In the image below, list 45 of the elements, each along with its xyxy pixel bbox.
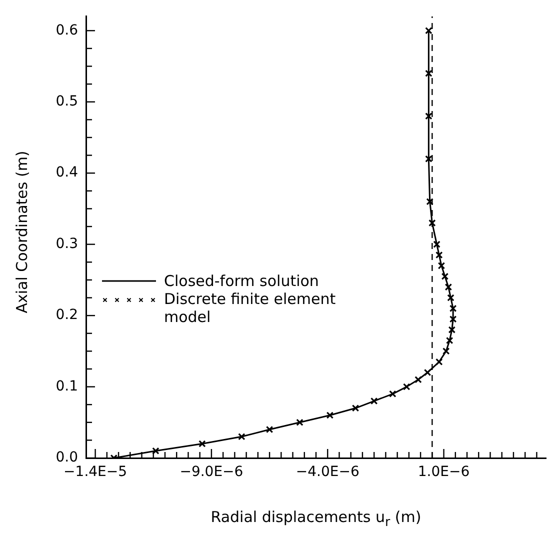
- point: [426, 198, 434, 206]
- y-tick-label: 0.2: [56, 307, 78, 324]
- y-tick-label: 0.0: [56, 450, 78, 466]
- point: [425, 70, 432, 78]
- point: [296, 418, 304, 426]
- y-tick-label: 0.3: [56, 236, 78, 252]
- x-tick-label: −4.0E−6: [296, 464, 360, 480]
- y-axis-title: Axial Coordinates (m): [13, 150, 31, 314]
- point: [448, 326, 456, 334]
- y-tick-label: 0.5: [56, 94, 78, 110]
- point: [438, 262, 446, 270]
- x-tick-label: 1.0E−6: [418, 464, 470, 480]
- point: [447, 294, 454, 302]
- point: [428, 219, 436, 227]
- x-tick-label: −1.4E−5: [64, 464, 128, 480]
- point: [436, 251, 443, 259]
- point: [198, 440, 206, 448]
- point: [352, 404, 360, 412]
- point: [266, 426, 274, 434]
- legend-label: Discrete finite element model: [164, 290, 337, 326]
- point: [402, 383, 410, 390]
- y-tick-label: 0.1: [56, 378, 78, 394]
- point: [449, 304, 457, 312]
- point: [326, 412, 334, 419]
- legend-label: Closed-form solution: [164, 272, 320, 290]
- point: [441, 272, 449, 280]
- point: [444, 283, 452, 291]
- x-axis-title: Radial displacements u$_{r}$ (m): [210, 508, 422, 529]
- point: [449, 315, 457, 323]
- point: [424, 368, 432, 376]
- point: [370, 397, 378, 405]
- point: [238, 433, 246, 440]
- point: [446, 336, 454, 344]
- y-tick-label: 0.6: [56, 22, 78, 38]
- point: [425, 112, 432, 120]
- point: [425, 27, 432, 34]
- point: [152, 447, 160, 455]
- point: [389, 390, 396, 398]
- point: [414, 376, 422, 384]
- x-tick-label: −9.0E−6: [180, 464, 244, 480]
- y-tick-label: 0.4: [56, 164, 78, 181]
- point: [433, 240, 440, 248]
- point: [436, 358, 443, 366]
- point: [442, 348, 450, 355]
- point: [425, 155, 432, 162]
